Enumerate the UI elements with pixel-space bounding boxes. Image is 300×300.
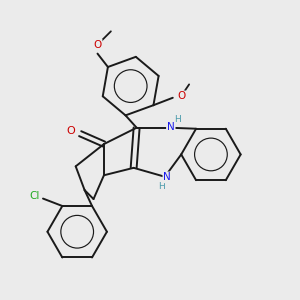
Text: N: N <box>167 122 175 132</box>
Text: O: O <box>177 91 185 101</box>
Text: O: O <box>66 126 75 136</box>
Text: H: H <box>174 115 181 124</box>
Text: H: H <box>158 182 165 191</box>
Text: Cl: Cl <box>29 190 39 201</box>
Text: O: O <box>93 40 102 50</box>
Text: N: N <box>164 172 171 182</box>
